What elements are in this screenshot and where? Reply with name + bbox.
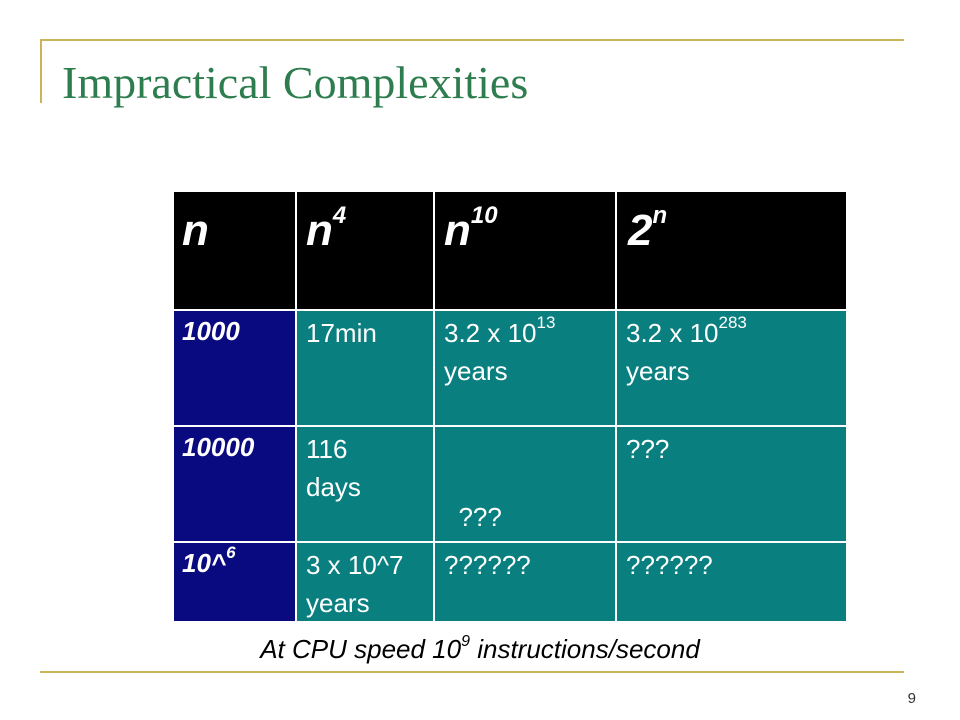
slide-title: Impractical Complexities <box>62 57 529 108</box>
grid-line <box>295 192 297 621</box>
header-sup: 10 <box>470 202 498 229</box>
cell-line1: 3.2 x 10 <box>444 318 537 348</box>
header-cell-n4: n4 <box>296 192 434 310</box>
page-number: 9 <box>907 690 916 707</box>
row-label-base: 10^ <box>182 548 227 578</box>
header-sup: n <box>652 202 668 229</box>
table-cell: ?????? <box>434 542 616 621</box>
header-cell-n: n <box>174 192 296 310</box>
top-frame-line <box>40 39 904 41</box>
header-sup: 4 <box>332 202 347 229</box>
cell-line1: 3.2 x 10 <box>626 318 719 348</box>
table-cell: 3 x 10^7 years <box>296 542 434 621</box>
complexity-table: n n4 n10 2n 1000 17min 3.2 x 1013 years … <box>174 192 846 621</box>
cell-line1: 3 x 10^7 <box>306 550 404 580</box>
cell-line2: years <box>444 356 508 386</box>
table-cell: ??? <box>616 426 846 542</box>
left-frame-line <box>40 39 42 103</box>
cell-line1: ??? <box>444 502 502 532</box>
table-cell: 3.2 x 1013 years <box>434 310 616 426</box>
header-cell-2n: 2n <box>616 192 846 310</box>
cpu-speed-caption: At CPU speed 109 instructions/second <box>0 633 960 665</box>
bottom-frame-line <box>40 671 904 673</box>
grid-line <box>615 192 617 621</box>
cell-line1: ??? <box>626 434 670 464</box>
cell-line1: ?????? <box>444 550 531 580</box>
row-label-1000: 1000 <box>174 310 296 426</box>
row-label-base: 10000 <box>182 432 255 462</box>
cell-sup: 283 <box>718 313 747 332</box>
cell-sup: 13 <box>536 313 556 332</box>
cell-line1: 116 <box>306 434 348 464</box>
row-label-10000: 10000 <box>174 426 296 542</box>
header-base: n <box>444 206 471 255</box>
header-base: 2 <box>628 206 653 255</box>
cell-line1: ?????? <box>626 550 713 580</box>
cell-line2: years <box>626 356 690 386</box>
header-base: n <box>182 206 209 255</box>
table-cell: 17min <box>296 310 434 426</box>
grid-line <box>174 541 846 543</box>
table-cell: ??? <box>434 426 616 542</box>
grid-line <box>433 192 435 621</box>
caption-after: instructions/second <box>470 634 700 664</box>
cell-line2: years <box>306 588 370 618</box>
header-cell-n10: n10 <box>434 192 616 310</box>
row-label-10-6: 10^6 <box>174 542 296 621</box>
row-label-base: 1000 <box>182 316 240 346</box>
cell-line2: days <box>306 472 361 502</box>
grid-line <box>174 309 846 311</box>
header-base: n <box>306 206 333 255</box>
grid-line <box>174 425 846 427</box>
row-label-sup: 6 <box>226 543 236 562</box>
caption-sup: 9 <box>461 633 470 650</box>
table-cell: 3.2 x 10283 years <box>616 310 846 426</box>
cell-line1: 17min <box>306 318 377 348</box>
caption-before: At CPU speed 10 <box>260 634 462 664</box>
table-cell: 116 days <box>296 426 434 542</box>
table-cell: ?????? <box>616 542 846 621</box>
